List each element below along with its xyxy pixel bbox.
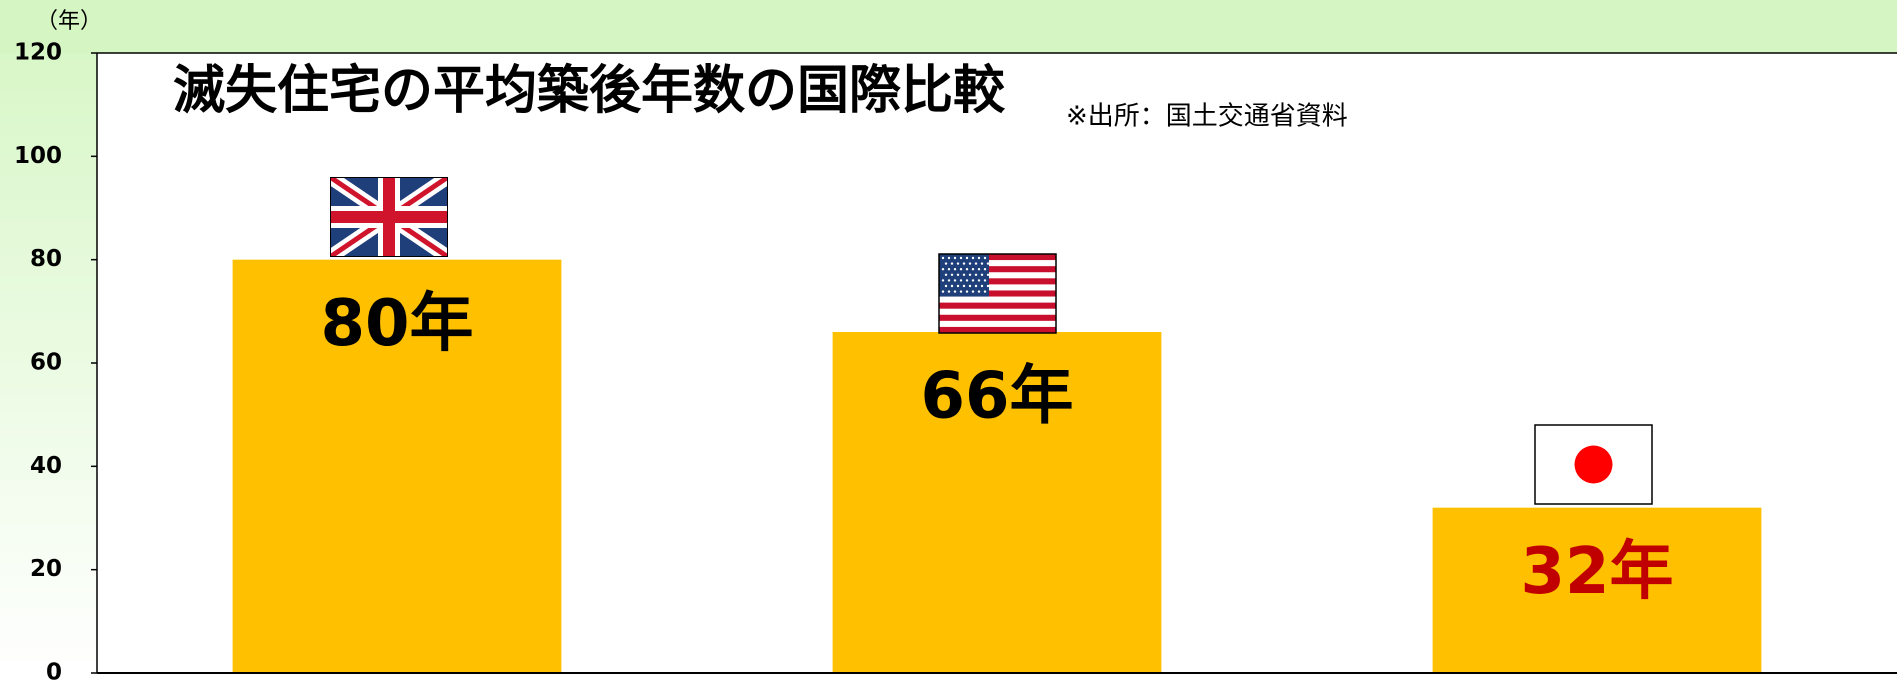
flag-star xyxy=(977,279,981,282)
flag-star xyxy=(977,290,981,293)
y-tick-label: 60 xyxy=(30,350,62,376)
flag-border xyxy=(938,253,1057,334)
flag-star xyxy=(956,262,960,265)
y-tick-label: 40 xyxy=(30,453,62,479)
flag-star xyxy=(947,279,951,282)
flag-stripe xyxy=(939,326,1056,333)
flag-star xyxy=(959,290,963,293)
flag-star xyxy=(959,279,963,282)
flag-us xyxy=(938,253,1057,334)
flag-star xyxy=(971,290,975,293)
flag-stripe xyxy=(939,266,1056,273)
flag-star xyxy=(986,262,990,265)
y-tick-label: 80 xyxy=(30,246,62,272)
flag-star xyxy=(941,256,945,260)
value-label: 66年 xyxy=(920,360,1073,434)
flag-stripe xyxy=(939,278,1056,285)
flag-star xyxy=(974,284,978,288)
flag-star xyxy=(953,279,957,282)
flag-stripe xyxy=(939,302,1056,309)
bars xyxy=(232,259,1762,673)
flag-star xyxy=(950,284,954,288)
flag-star xyxy=(977,268,981,271)
flag-star xyxy=(983,268,987,271)
flag-star xyxy=(965,268,969,271)
flag-star xyxy=(977,256,981,260)
flag-stripe xyxy=(939,314,1056,321)
value-label: 80年 xyxy=(320,287,473,361)
flag-star xyxy=(980,284,984,288)
flag-star xyxy=(968,273,972,276)
flag-star xyxy=(974,273,978,276)
flag-star xyxy=(986,284,990,288)
flag-stripe xyxy=(939,290,1056,297)
flag-star xyxy=(944,273,948,276)
flag-star xyxy=(962,284,966,288)
flag-star xyxy=(983,256,987,260)
chart-title: 滅失住宅の平均築後年数の国際比較 xyxy=(173,61,1006,121)
flag-star xyxy=(971,268,975,271)
flag-star xyxy=(965,290,969,293)
flag-star xyxy=(971,256,975,260)
y-tick-label: 20 xyxy=(30,556,62,582)
flag-star xyxy=(971,279,975,282)
flag-star xyxy=(968,284,972,288)
flag-star xyxy=(953,268,957,271)
y-tick-label: 120 xyxy=(14,40,62,66)
flag-star xyxy=(941,279,945,282)
flag-star xyxy=(950,273,954,276)
flag-star xyxy=(956,273,960,276)
flag-star xyxy=(980,262,984,265)
value-labels: 80年 66年 32年 xyxy=(320,287,1673,609)
y-tick-label: 0 xyxy=(46,660,62,680)
flag-star xyxy=(959,256,963,260)
flag-japan xyxy=(1534,424,1653,505)
flag-star xyxy=(953,256,957,260)
flag-uk xyxy=(330,177,448,257)
flag-star xyxy=(941,268,945,271)
flag-star xyxy=(956,284,960,288)
bar xyxy=(232,259,562,673)
flag-star xyxy=(983,290,987,293)
flag-star xyxy=(965,279,969,282)
top-band xyxy=(0,0,1897,53)
chart-subtitle: ※出所：国土交通省資料 xyxy=(1066,102,1348,132)
y-tick-label: 100 xyxy=(14,143,62,169)
flag-star xyxy=(962,262,966,265)
flag-star xyxy=(944,262,948,265)
flag-star xyxy=(980,273,984,276)
flag-star xyxy=(941,290,945,293)
bar xyxy=(832,332,1162,673)
flag-star xyxy=(950,262,954,265)
flag-star xyxy=(959,268,963,271)
flag-star xyxy=(965,256,969,260)
flag-star xyxy=(962,273,966,276)
flag-stripe xyxy=(939,254,1056,261)
flag-star xyxy=(983,279,987,282)
flag-star xyxy=(947,268,951,271)
flag-star xyxy=(974,262,978,265)
flag-star xyxy=(968,262,972,265)
flag-star xyxy=(944,284,948,288)
flag-star xyxy=(947,290,951,293)
y-unit: （年） xyxy=(36,9,102,34)
flag-star xyxy=(986,273,990,276)
flag-star xyxy=(953,290,957,293)
flag-star xyxy=(947,256,951,260)
value-label: 32年 xyxy=(1520,535,1673,609)
bar xyxy=(1432,507,1762,673)
